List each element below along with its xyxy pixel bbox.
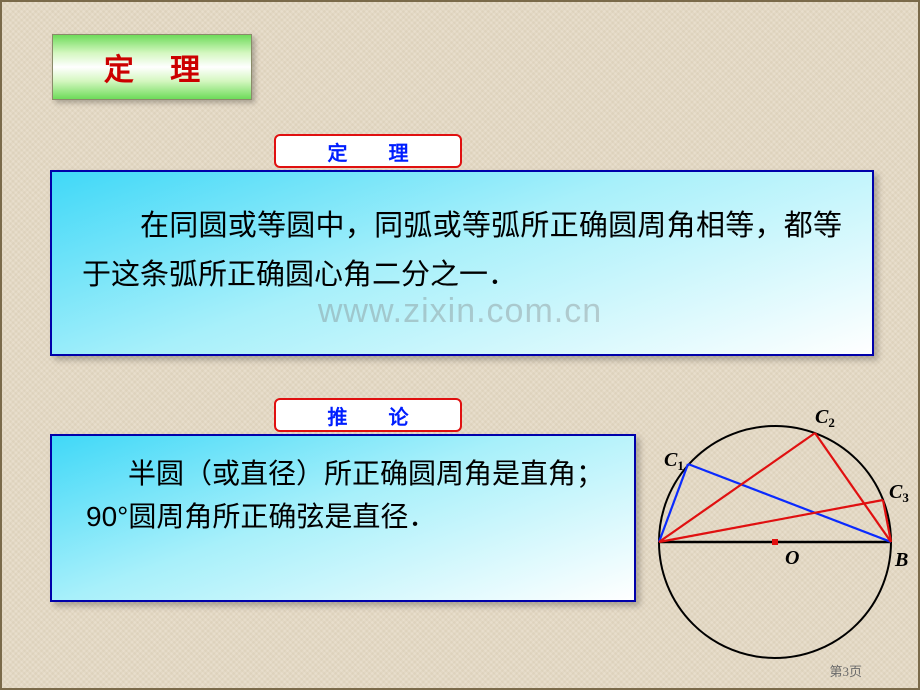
label-corollary: 推 论 (274, 398, 462, 432)
line-a-c3 (659, 500, 883, 542)
line-a-c1 (659, 464, 688, 542)
title-text: 定 理 (104, 45, 214, 89)
line-a-c2 (659, 433, 815, 542)
label-theorem: 定 理 (274, 134, 462, 168)
corollary-line1: 半圆（或直径）所正确圆周角是直角； (72, 452, 614, 495)
label-c1: C1 (664, 449, 684, 473)
geometry-diagram: O B C1 C2 C3 (640, 372, 910, 672)
label-o: O (785, 547, 799, 569)
theorem-box: 在同圆或等圆中，同弧或等弧所正确圆周角相等，都等于这条弧所正确圆心角二分之一． (50, 170, 874, 356)
theorem-text: 在同圆或等圆中，同弧或等弧所正确圆周角相等，都等于这条弧所正确圆心角二分之一． (82, 210, 842, 291)
page-number: 第3页 (829, 661, 862, 680)
title-box: 定 理 (52, 34, 252, 100)
center-point (772, 539, 778, 545)
corollary-box: 半圆（或直径）所正确圆周角是直角； 90°圆周角所正确弦是直径． (50, 434, 636, 602)
line-b-c2 (815, 433, 891, 542)
label-c2: C2 (815, 406, 835, 430)
corollary-line2: 90°圆周角所正确弦是直径． (72, 495, 614, 538)
label-c3: C3 (889, 481, 909, 505)
label-b: B (894, 549, 908, 571)
